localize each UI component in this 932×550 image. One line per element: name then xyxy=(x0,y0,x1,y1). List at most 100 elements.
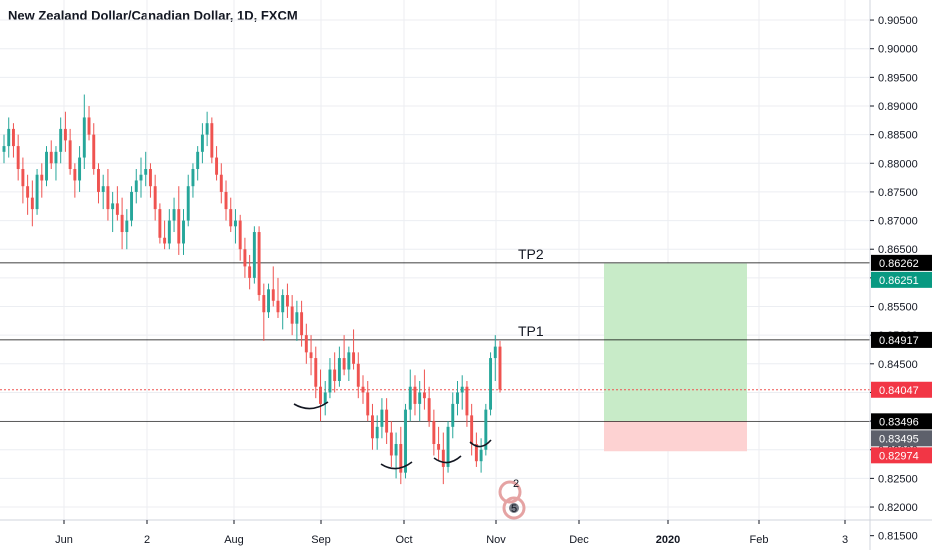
price-tag xyxy=(871,430,932,447)
price-tick-label: 0.82500 xyxy=(878,473,918,485)
date-tick-label: Dec xyxy=(569,534,589,546)
price-tick-label: 0.87000 xyxy=(878,216,918,228)
candle-body xyxy=(16,146,20,170)
event-markers[interactable]: 25 xyxy=(498,478,526,520)
target-zone xyxy=(604,263,747,422)
candle-body xyxy=(319,386,322,404)
date-tick-label: 2 xyxy=(144,534,150,546)
price-tick-label: 0.84500 xyxy=(878,359,918,371)
candle-body xyxy=(441,449,445,467)
candle-body xyxy=(347,352,351,370)
candle-body xyxy=(460,386,464,393)
candle-body xyxy=(276,300,280,313)
price-tick-label: 0.87500 xyxy=(878,187,918,199)
candle-body xyxy=(352,352,356,364)
price-tag-label: 0.86262 xyxy=(879,258,919,270)
event-count-label: 5 xyxy=(511,503,517,515)
candle-body xyxy=(92,134,96,170)
candle-body xyxy=(45,151,48,181)
candle-body xyxy=(451,403,455,427)
price-tick-label: 0.89500 xyxy=(878,72,918,84)
candle-body xyxy=(210,123,214,158)
candle-body xyxy=(153,186,157,210)
candle-body xyxy=(26,186,30,198)
candle-body xyxy=(163,237,167,244)
candle-body xyxy=(337,358,341,381)
candle-body xyxy=(144,169,148,175)
candle-body xyxy=(243,249,247,267)
candle-body xyxy=(262,295,266,313)
candle-body xyxy=(248,266,252,278)
event-flag-icon xyxy=(502,496,526,520)
level-label-tp1: TP1 xyxy=(518,323,544,339)
candle-body xyxy=(309,352,313,359)
price-tags: 0.86262 0.84917 0.83496 0.86251 0.83495 0.829… xyxy=(871,254,932,464)
position-zones xyxy=(604,263,747,452)
candle-body xyxy=(205,123,209,135)
candle-body xyxy=(456,392,459,404)
price-tick-label: 0.90500 xyxy=(878,15,918,27)
candle-body xyxy=(399,444,403,473)
candle-body xyxy=(323,392,327,404)
pattern-arc xyxy=(380,461,413,470)
price-tag-label: 0.84047 xyxy=(879,385,919,397)
candle-body xyxy=(427,398,431,422)
candle-body xyxy=(408,386,412,410)
price-tick-label: 0.88000 xyxy=(878,158,918,170)
candle-body xyxy=(97,169,100,192)
candle-body xyxy=(68,140,72,170)
date-tick-label: Jun xyxy=(55,534,73,546)
price-tag-label: 0.84917 xyxy=(879,335,919,347)
candles xyxy=(2,94,502,485)
candle-body xyxy=(54,151,58,164)
candle-body xyxy=(422,392,426,399)
candle-body xyxy=(432,421,436,445)
candle-body xyxy=(394,444,398,456)
candle-body xyxy=(158,209,162,238)
price-tick-label: 0.89000 xyxy=(878,101,918,113)
date-tick-label: Feb xyxy=(750,534,769,546)
candle-body xyxy=(148,169,152,187)
candle-body xyxy=(238,220,242,250)
candle-body xyxy=(342,358,346,370)
candle-body xyxy=(63,128,67,141)
candle-body xyxy=(314,358,318,387)
date-tick-label: Nov xyxy=(486,534,506,546)
candle-body xyxy=(389,432,393,456)
price-tick-label: 0.90000 xyxy=(878,44,918,56)
candle-body xyxy=(59,128,63,152)
candle-body xyxy=(139,174,143,181)
candle-body xyxy=(304,335,308,353)
candle-body xyxy=(413,386,417,404)
candle-body xyxy=(78,157,82,181)
event-badge xyxy=(509,503,519,513)
candle-body xyxy=(484,409,488,450)
candle-body xyxy=(281,295,285,313)
stop-zone xyxy=(604,421,747,452)
candle-body xyxy=(333,369,337,381)
candle-body xyxy=(200,134,204,152)
candle-body xyxy=(219,174,223,192)
price-tick-label: 0.86500 xyxy=(878,244,918,256)
candle-body xyxy=(489,358,493,410)
candle-body xyxy=(7,128,11,147)
price-tick-label: 0.81500 xyxy=(878,531,918,543)
candle-body xyxy=(493,346,497,359)
candle-body xyxy=(2,146,6,152)
candle-body xyxy=(285,295,289,307)
price-tag xyxy=(871,271,932,288)
candle-body xyxy=(257,232,261,296)
candle-body xyxy=(366,392,370,416)
candle-body xyxy=(465,386,469,416)
candle-body xyxy=(418,392,422,404)
candle-body xyxy=(375,426,379,439)
candle-body xyxy=(11,128,15,147)
candle-body xyxy=(446,426,450,467)
candle-body xyxy=(300,312,304,336)
candle-body xyxy=(215,157,219,175)
date-axis[interactable]: Jun 2 Aug Sep Oct Nov Dec 2020 Feb 3 xyxy=(0,519,932,546)
event-flag-icon xyxy=(498,480,522,504)
candle-body xyxy=(115,203,119,215)
candle-body xyxy=(130,191,134,221)
